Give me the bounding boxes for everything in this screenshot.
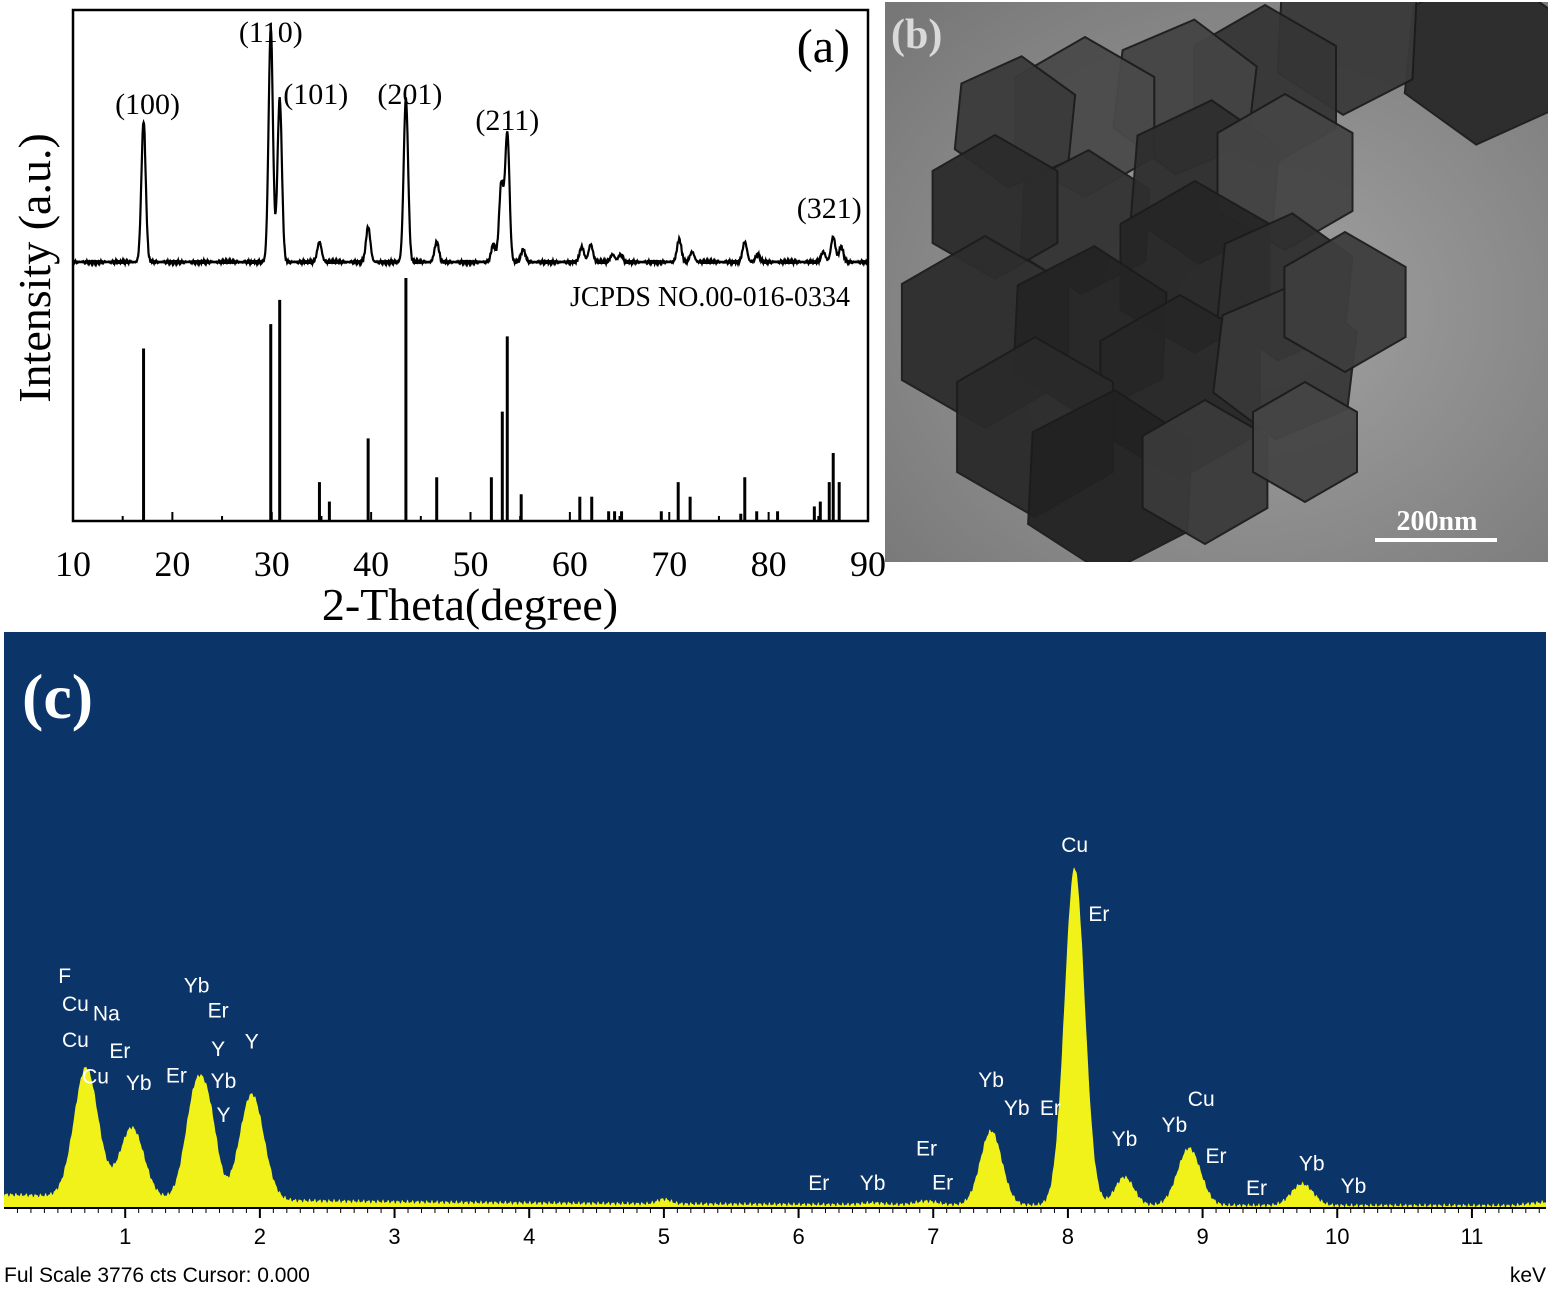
- jcpds-reference-label: JCPDS NO.00-016-0334: [570, 282, 850, 313]
- nanocrystal: [1252, 380, 1358, 504]
- element-label: Er: [208, 1000, 229, 1023]
- element-label: Cu: [1061, 834, 1088, 857]
- eds-x-unit: keV: [1510, 1264, 1546, 1287]
- x-tick-label: 80: [751, 544, 787, 584]
- element-label: Er: [1040, 1097, 1061, 1120]
- peak-label: (110): [239, 16, 303, 49]
- element-label: Cu: [82, 1065, 109, 1088]
- element-label: Y: [217, 1104, 231, 1127]
- element-label: Er: [808, 1172, 829, 1195]
- element-label: Er: [916, 1138, 937, 1161]
- xrd-measured-pattern: [71, 26, 870, 269]
- element-label: Er: [166, 1064, 187, 1087]
- x-tick-label: 40: [353, 544, 389, 584]
- x-tick-label: 20: [154, 544, 190, 584]
- eds-x-tick-label: 9: [1196, 1224, 1208, 1249]
- eds-x-tick-label: 2: [254, 1224, 266, 1249]
- element-label: Er: [932, 1171, 953, 1194]
- x-tick-label: 10: [55, 544, 91, 584]
- element-label: Er: [1206, 1145, 1227, 1168]
- eds-x-tick-label: 7: [927, 1224, 939, 1249]
- tem-image: 200nm (b): [885, 2, 1548, 562]
- x-tick-label: 90: [850, 544, 885, 584]
- element-label: Yb: [860, 1172, 886, 1195]
- element-label: Na: [93, 1003, 120, 1026]
- element-label: Cu: [62, 1029, 89, 1052]
- element-label: Yb: [978, 1069, 1004, 1092]
- element-label: Yb: [1341, 1175, 1367, 1198]
- tem-micrograph: 200nm (b): [885, 2, 1548, 562]
- element-label: Cu: [1188, 1088, 1215, 1111]
- eds-x-tick-label: 3: [388, 1224, 400, 1249]
- peak-label: (211): [475, 104, 539, 137]
- eds-status-text: Ful Scale 3776 cts Cursor: 0.000: [4, 1264, 310, 1287]
- eds-x-tick-label: 4: [523, 1224, 535, 1249]
- xrd-chart: 10 20 30 40 50 60 70 80 90 (100) (110) (101) (201) (…: [9, 8, 885, 630]
- element-label: Er: [1246, 1177, 1267, 1200]
- x-tick-label: 30: [254, 544, 290, 584]
- nanocrystal: [1283, 230, 1407, 374]
- scale-bar-label: 200nm: [1397, 506, 1478, 537]
- eds-x-tick-label: 11: [1461, 1224, 1484, 1249]
- element-label: Yb: [1299, 1153, 1325, 1176]
- element-label: Cu: [62, 993, 89, 1016]
- x-tick-label: 60: [552, 544, 588, 584]
- element-label: Er: [109, 1040, 130, 1063]
- element-label: F: [58, 965, 71, 988]
- peak-label: (321): [797, 192, 862, 225]
- eds-panel: 1 2 3 4 5 6 7 8 9 10 11 F Cu Na Cu Er Cu Yb Yb Er Er Y Yb Y Y Er…: [0, 632, 1550, 1291]
- element-label: Y: [245, 1031, 259, 1054]
- element-label: Y: [211, 1038, 225, 1061]
- peak-label: (101): [283, 78, 348, 111]
- eds-x-tick-label: 10: [1325, 1224, 1349, 1249]
- peak-label: (100): [115, 88, 180, 121]
- eds-x-tick-label: 5: [658, 1224, 670, 1249]
- eds-x-tick-label: 6: [792, 1224, 804, 1249]
- peak-label: (201): [377, 78, 442, 111]
- element-label: Yb: [126, 1072, 152, 1095]
- eds-x-tick-label: 8: [1062, 1224, 1074, 1249]
- element-label: Yb: [1004, 1097, 1030, 1120]
- y-axis-label: Intensity (a.u.): [9, 133, 60, 403]
- x-tick-label: 70: [651, 544, 687, 584]
- element-label: Yb: [1161, 1114, 1187, 1137]
- panel-label-c: (c): [22, 661, 93, 732]
- x-axis-label: 2-Theta(degree): [322, 579, 618, 630]
- x-tick-label: 50: [453, 544, 489, 584]
- element-label: Yb: [211, 1070, 237, 1093]
- element-label: Yb: [1112, 1128, 1138, 1151]
- xrd-panel: 10 20 30 40 50 60 70 80 90 (100) (110) (101) (201) (…: [0, 0, 885, 632]
- element-label: Er: [1088, 903, 1109, 926]
- eds-x-tick-label: 1: [119, 1224, 131, 1249]
- nanocrystal-hexagons: [900, 2, 1548, 562]
- eds-plot-area: [4, 632, 1546, 1208]
- panel-label-b: (b): [891, 12, 942, 58]
- element-label: Yb: [184, 974, 210, 997]
- panel-label-a: (a): [797, 20, 850, 73]
